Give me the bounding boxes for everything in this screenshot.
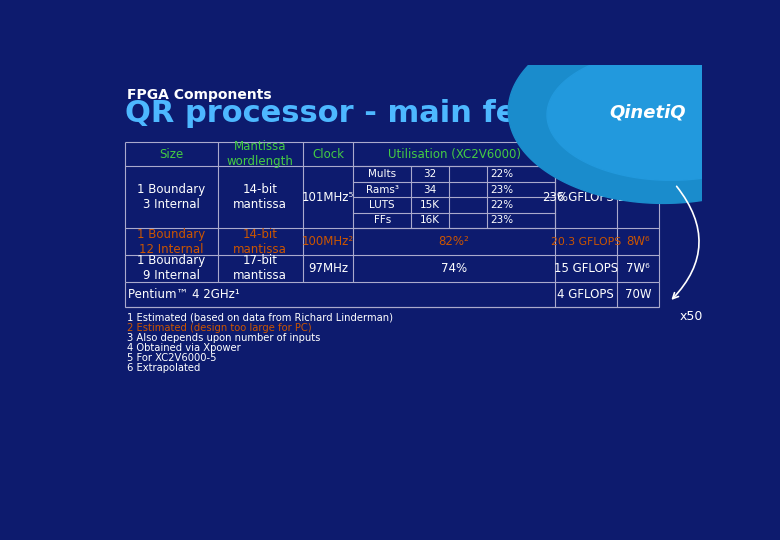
Text: Mantissa
wordlength: Mantissa wordlength [227, 140, 294, 168]
Text: 23%: 23% [490, 215, 513, 225]
Text: Pentium™ 4 2GHz¹: Pentium™ 4 2GHz¹ [128, 288, 239, 301]
Text: 7W⁶: 7W⁶ [626, 262, 650, 275]
Text: 4 GFLOPS: 4 GFLOPS [558, 288, 614, 301]
Text: 101MHz⁵: 101MHz⁵ [302, 191, 354, 204]
Text: 34: 34 [424, 185, 437, 194]
Text: 17-bit
mantissa: 17-bit mantissa [233, 254, 287, 282]
Text: 32: 32 [424, 169, 437, 179]
Text: 14-bit
mantissa: 14-bit mantissa [233, 183, 287, 211]
Text: Mults: Mults [368, 169, 396, 179]
Text: 1 Boundary
12 Internal: 1 Boundary 12 Internal [137, 227, 205, 255]
Text: 6 Extrapolated: 6 Extrapolated [127, 363, 200, 373]
Text: Size: Size [159, 147, 183, 160]
Text: 16K: 16K [420, 215, 440, 225]
Text: 22%: 22% [490, 200, 513, 210]
Text: FPGA Components: FPGA Components [127, 88, 271, 102]
Polygon shape [547, 49, 780, 180]
Text: 5 For XC2V6000-5: 5 For XC2V6000-5 [127, 353, 216, 363]
Text: Operations: Operations [553, 147, 619, 160]
Text: Rams³: Rams³ [366, 185, 399, 194]
Text: 23%: 23% [490, 185, 513, 194]
Text: 97MHz: 97MHz [308, 262, 348, 275]
Text: 74%: 74% [441, 262, 467, 275]
Text: 8W⁶: 8W⁶ [626, 235, 650, 248]
Text: 1 Boundary
9 Internal: 1 Boundary 9 Internal [137, 254, 205, 282]
Text: 6 GFLOPS: 6 GFLOPS [558, 191, 614, 204]
Text: 22%: 22% [490, 169, 513, 179]
Text: 2 Estimated (design too large for PC): 2 Estimated (design too large for PC) [127, 323, 311, 333]
Text: Utilisation (XC2V6000): Utilisation (XC2V6000) [388, 147, 520, 160]
Text: FFs: FFs [374, 215, 391, 225]
Text: 100MHz²: 100MHz² [302, 235, 354, 248]
Text: QinetiQ: QinetiQ [609, 104, 686, 122]
Text: 70W: 70W [625, 288, 651, 301]
Text: Power: Power [620, 147, 656, 160]
Text: 15 GFLOPS: 15 GFLOPS [554, 262, 618, 275]
Text: 82%²: 82%² [438, 235, 470, 248]
Text: 2.24W⁴: 2.24W⁴ [617, 191, 659, 204]
Text: LUTS: LUTS [370, 200, 395, 210]
Text: 1 Boundary
3 Internal: 1 Boundary 3 Internal [137, 183, 205, 211]
Text: 1 Estimated (based on data from Richard Linderman): 1 Estimated (based on data from Richard … [127, 313, 393, 323]
Text: 4 Obtained via Xpower: 4 Obtained via Xpower [127, 343, 241, 353]
Text: 14-bit
mantissa: 14-bit mantissa [233, 227, 287, 255]
Text: 3 Also depends upon number of inputs: 3 Also depends upon number of inputs [127, 333, 321, 343]
Text: x50: x50 [679, 309, 703, 323]
Text: QR processor - main features: QR processor - main features [125, 99, 626, 129]
FancyArrowPatch shape [672, 186, 699, 299]
Text: Clock: Clock [312, 147, 344, 160]
Text: 15K: 15K [420, 200, 440, 210]
Polygon shape [509, 18, 780, 204]
Text: 20.3 GFLOPS: 20.3 GFLOPS [551, 237, 621, 247]
Text: 23%: 23% [542, 191, 568, 204]
